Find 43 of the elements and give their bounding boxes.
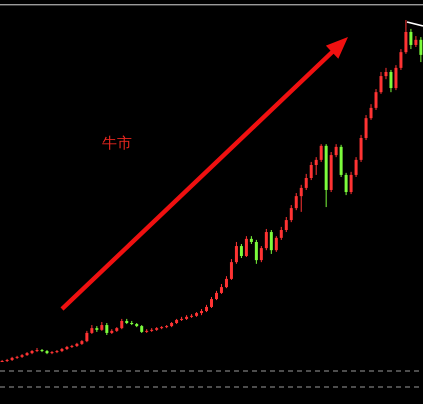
candlestick	[210, 296, 213, 308]
candlestick	[304, 173, 308, 190]
candlestick	[380, 71, 382, 94]
candlestick	[85, 330, 88, 343]
candlestick	[264, 228, 268, 251]
candlestick	[234, 241, 238, 264]
candlestick	[294, 192, 298, 211]
candlestick	[280, 226, 283, 240]
candlestick	[360, 134, 363, 162]
candlestick	[409, 28, 412, 50]
candlestick	[374, 88, 378, 110]
candlestick	[220, 284, 223, 294]
candlestick	[105, 322, 108, 336]
candlestick	[120, 318, 124, 330]
candlestick	[270, 229, 273, 254]
candlestick	[334, 144, 338, 158]
candlestick	[384, 67, 388, 80]
candlestick	[344, 172, 348, 196]
candlestick	[314, 156, 318, 176]
candlestick	[214, 290, 218, 301]
candlestick	[419, 36, 422, 63]
candlestick	[389, 69, 392, 93]
candlestick	[284, 216, 288, 233]
candlestick	[240, 244, 243, 259]
candlestick	[394, 64, 398, 91]
candlestick	[404, 20, 408, 54]
candlestick	[399, 48, 402, 70]
candlestick	[300, 184, 303, 212]
candlestick	[350, 171, 353, 195]
candlestick	[354, 156, 358, 178]
candlestick	[320, 144, 323, 162]
candlestick	[310, 161, 313, 181]
candlestick	[290, 204, 293, 223]
candlestick	[254, 239, 258, 264]
candlestick	[414, 36, 418, 48]
annotation: 牛市	[102, 134, 132, 152]
candlestick	[370, 104, 373, 120]
candlestick	[364, 114, 368, 141]
candlestick	[260, 246, 263, 263]
candlestick	[224, 276, 228, 289]
candlestick	[274, 236, 278, 252]
candlestick	[230, 258, 233, 280]
candlestick	[244, 236, 248, 258]
